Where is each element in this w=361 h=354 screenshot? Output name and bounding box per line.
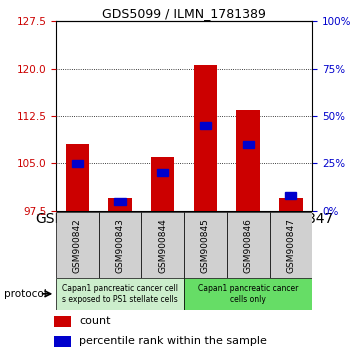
Bar xyxy=(56,278,184,310)
Bar xyxy=(236,110,260,211)
Text: GSM900847: GSM900847 xyxy=(286,218,295,273)
Bar xyxy=(99,212,142,278)
Bar xyxy=(72,160,83,167)
Text: GSM900845: GSM900845 xyxy=(201,218,210,273)
Bar xyxy=(54,316,71,327)
Bar xyxy=(114,198,126,205)
Bar xyxy=(56,212,99,278)
Text: Capan1 pancreatic cancer
cells only: Capan1 pancreatic cancer cells only xyxy=(198,284,299,303)
Bar xyxy=(243,141,254,148)
Bar xyxy=(54,336,71,347)
Text: GSM900846: GSM900846 xyxy=(244,218,253,273)
Bar xyxy=(66,144,89,211)
Bar xyxy=(184,212,227,278)
Bar xyxy=(142,212,184,278)
Bar xyxy=(108,198,132,211)
Bar xyxy=(285,192,296,199)
Text: protocol: protocol xyxy=(4,289,46,299)
Bar xyxy=(279,198,303,211)
Bar xyxy=(200,122,211,129)
Bar xyxy=(270,212,312,278)
Text: GSM900843: GSM900843 xyxy=(116,218,125,273)
Title: GDS5099 / ILMN_1781389: GDS5099 / ILMN_1781389 xyxy=(102,7,266,20)
Text: Capan1 pancreatic cancer cell
s exposed to PS1 stellate cells: Capan1 pancreatic cancer cell s exposed … xyxy=(62,284,178,303)
Bar xyxy=(227,212,270,278)
Text: GSM900842: GSM900842 xyxy=(73,218,82,273)
Bar xyxy=(194,65,217,211)
Text: count: count xyxy=(79,316,110,326)
Bar xyxy=(157,169,168,176)
Bar xyxy=(184,278,312,310)
Text: percentile rank within the sample: percentile rank within the sample xyxy=(79,336,267,346)
Bar xyxy=(151,157,174,211)
Text: GSM900844: GSM900844 xyxy=(158,218,167,273)
